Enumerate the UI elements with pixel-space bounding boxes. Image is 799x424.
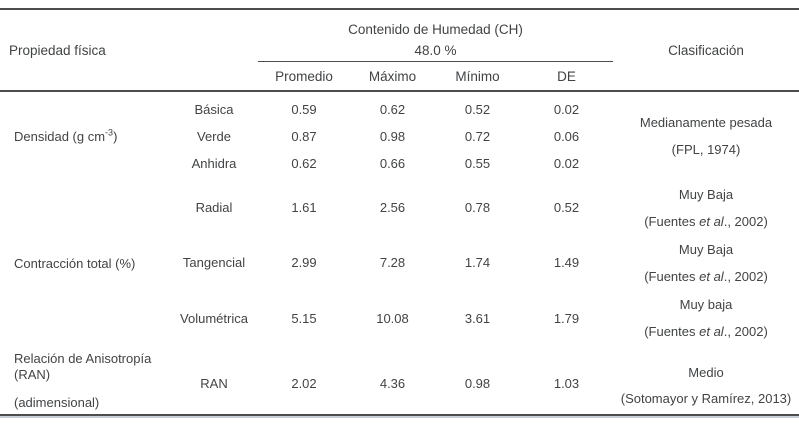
column-header-promedio: Promedio xyxy=(275,68,333,84)
minimo-cell: 3.61 xyxy=(464,310,491,326)
superscript-exponent: -3 xyxy=(105,127,114,138)
maximo-cell: 4.36 xyxy=(379,375,406,391)
promedio-cell: 5.15 xyxy=(291,310,317,326)
de-cell: 0.06 xyxy=(553,128,580,144)
promedio-cell: 1.61 xyxy=(291,200,317,216)
classification-line1: Muy Baja xyxy=(678,186,734,202)
group-label-densidad: Densidad (g cm-3) xyxy=(0,92,170,180)
column-header-maximo: Máximo xyxy=(368,68,417,84)
maximo-cell: 2.56 xyxy=(379,200,406,216)
ran-label-line1: Relación de Anisotropía xyxy=(14,351,152,366)
column-header-minimo: Mínimo xyxy=(455,68,500,84)
moisture-content-header-group: Contenido de Humedad (CH) 48.0 % Promedi… xyxy=(258,10,613,90)
de-cell: 0.02 xyxy=(553,101,580,117)
classification-line2: (Fuentes et al., 2002) xyxy=(644,213,768,229)
classification-line1: Muy baja xyxy=(679,297,733,313)
group-label-contraccion: Contracción total (%) xyxy=(14,255,136,271)
table-row-verde: Verde 0.87 0.98 0.72 0.06 xyxy=(170,123,613,150)
classification-volumetrica: Muy baja (Fuentes et al., 2002) xyxy=(613,291,799,346)
table-row-tangencial: Tangencial 2.99 7.28 1.74 1.49 Muy Baja … xyxy=(170,235,799,290)
de-cell: 0.02 xyxy=(553,155,580,171)
densidad-label-text: Densidad (g cm-3) xyxy=(14,127,118,144)
promedio-cell: 0.59 xyxy=(291,101,317,117)
minimo-cell: 0.55 xyxy=(464,155,491,171)
de-cell: 1.03 xyxy=(553,375,580,391)
condition-cell: Tangencial xyxy=(182,255,246,271)
table-row-ran: RAN 2.02 4.36 0.98 1.03 Medio (Sotomayor… xyxy=(170,346,799,414)
group-ran: Relación de Anisotropía (RAN) (adimensio… xyxy=(0,346,799,414)
classification-line1: Muy Baja xyxy=(678,241,734,257)
promedio-cell: 2.99 xyxy=(291,255,317,271)
moisture-content-title: Contenido de Humedad (CH) xyxy=(348,22,523,37)
column-header-de: DE xyxy=(557,68,576,84)
classification-line2: (FPL, 1974) xyxy=(671,142,741,157)
maximo-cell: 7.28 xyxy=(379,255,406,271)
condition-cell: Radial xyxy=(195,200,233,216)
promedio-cell: 2.02 xyxy=(291,375,317,391)
classification-densidad: Medianamente pesada (FPL, 1974) xyxy=(613,92,799,180)
column-header-property: Propiedad física xyxy=(9,42,106,58)
table-row-basica: Básica 0.59 0.62 0.52 0.02 xyxy=(170,96,613,123)
maximo-cell: 0.98 xyxy=(379,128,406,144)
promedio-cell: 0.87 xyxy=(291,128,317,144)
classification-line1: Medianamente pesada xyxy=(639,115,773,130)
classification-tangencial: Muy Baja (Fuentes et al., 2002) xyxy=(613,235,799,290)
de-cell: 1.49 xyxy=(553,255,580,271)
table-bottom-rule xyxy=(0,414,799,416)
stat-column-headers: Promedio Máximo Mínimo DE xyxy=(258,62,613,90)
classification-line2: (Fuentes et al., 2002) xyxy=(644,268,768,284)
minimo-cell: 0.72 xyxy=(464,128,491,144)
group-label-ran: Relación de Anisotropía (RAN) (adimensio… xyxy=(0,346,170,414)
minimo-cell: 0.98 xyxy=(464,375,491,391)
classification-line2: (Fuentes et al., 2002) xyxy=(644,324,768,340)
condition-cell: RAN xyxy=(200,375,228,391)
condition-cell: Volumétrica xyxy=(180,310,248,326)
condition-cell: Anhidra xyxy=(191,155,237,171)
classification-line1: Medio xyxy=(688,365,724,380)
moisture-content-value: 48.0 % xyxy=(258,39,613,62)
condition-cell: Verde xyxy=(197,128,231,144)
minimo-cell: 0.78 xyxy=(464,200,491,216)
maximo-cell: 0.66 xyxy=(379,155,406,171)
ran-label-line3: (adimensional) xyxy=(14,395,100,410)
table-row-volumetrica: Volumétrica 5.15 10.08 3.61 1.79 Muy baj… xyxy=(170,291,799,346)
et-al-italic: et al xyxy=(699,324,724,340)
maximo-cell: 10.08 xyxy=(376,310,409,326)
contraccion-rows: Radial 1.61 2.56 0.78 0.52 Muy Baja (Fue… xyxy=(170,180,799,346)
densidad-rows: Básica 0.59 0.62 0.52 0.02 Verde 0.87 0.… xyxy=(170,92,613,180)
maximo-cell: 0.62 xyxy=(379,101,406,117)
classification-ran: Medio (Sotomayor y Ramírez, 2013) xyxy=(613,352,799,414)
classification-radial: Muy Baja (Fuentes et al., 2002) xyxy=(613,180,799,235)
minimo-cell: 1.74 xyxy=(464,255,491,271)
de-cell: 1.79 xyxy=(553,310,580,326)
physical-properties-table: Propiedad física Contenido de Humedad (C… xyxy=(0,8,799,416)
et-al-italic: et al xyxy=(699,213,724,229)
group-densidad: Densidad (g cm-3) Básica 0.59 0.62 0.52 … xyxy=(0,92,799,180)
promedio-cell: 0.62 xyxy=(291,155,317,171)
ran-label-line2: (RAN) xyxy=(14,367,51,382)
et-al-italic: et al xyxy=(699,268,724,284)
table-row-radial: Radial 1.61 2.56 0.78 0.52 Muy Baja (Fue… xyxy=(170,180,799,235)
classification-line2: (Sotomayor y Ramírez, 2013) xyxy=(620,391,792,406)
table-header: Propiedad física Contenido de Humedad (C… xyxy=(0,10,799,92)
minimo-cell: 0.52 xyxy=(464,101,491,117)
de-cell: 0.52 xyxy=(553,200,580,216)
table-row-anhidra: Anhidra 0.62 0.66 0.55 0.02 xyxy=(170,150,613,177)
group-contraccion: Contracción total (%) Radial 1.61 2.56 0… xyxy=(0,180,799,346)
condition-cell: Básica xyxy=(194,101,234,117)
column-header-classification: Clasificación xyxy=(668,42,744,58)
